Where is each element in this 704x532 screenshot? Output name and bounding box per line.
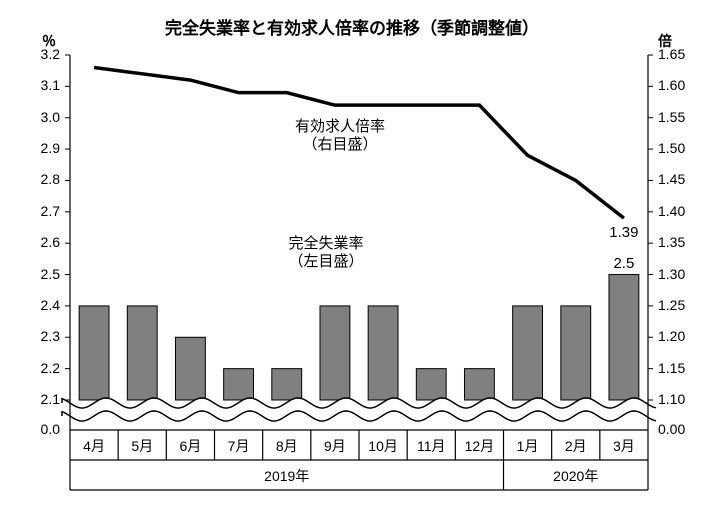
bar <box>368 306 398 400</box>
ytick-left-label: 3.1 <box>0 77 60 93</box>
bar <box>79 306 109 400</box>
ytick-left-label: 2.6 <box>0 234 60 250</box>
x-month-label: 2月 <box>552 436 600 456</box>
ytick-left-label: 3.0 <box>0 109 60 125</box>
bar <box>127 306 157 400</box>
ytick-right-label: 1.65 <box>658 46 685 62</box>
bar <box>609 275 639 400</box>
ytick-left-label: 2.3 <box>0 328 60 344</box>
ytick-left-zero: 0.0 <box>0 421 60 437</box>
last-bar-value: 2.5 <box>599 255 649 272</box>
x-month-label: 12月 <box>455 436 503 456</box>
ytick-right-label: 1.60 <box>658 77 685 93</box>
ytick-left-label: 3.2 <box>0 46 60 62</box>
bar <box>513 306 543 400</box>
ytick-left-label: 2.8 <box>0 171 60 187</box>
bar <box>175 337 205 400</box>
chart-root: 完全失業率と有効求人倍率の推移（季節調整値） ％倍3.23.13.02.92.8… <box>0 0 704 532</box>
ytick-right-label: 1.55 <box>658 109 685 125</box>
x-month-label: 3月 <box>600 436 648 456</box>
ytick-right-label: 1.35 <box>658 234 685 250</box>
x-month-label: 7月 <box>215 436 263 456</box>
ytick-left-label: 2.7 <box>0 203 60 219</box>
bar <box>224 369 254 400</box>
ytick-right-label: 1.40 <box>658 203 685 219</box>
x-month-label: 9月 <box>311 436 359 456</box>
ytick-right-label: 1.30 <box>658 266 685 282</box>
x-month-label: 1月 <box>504 436 552 456</box>
ytick-left-label: 2.2 <box>0 360 60 376</box>
ytick-right-label: 1.20 <box>658 328 685 344</box>
x-month-label: 10月 <box>359 436 407 456</box>
last-line-value: 1.39 <box>599 224 649 241</box>
ytick-left-label: 2.9 <box>0 140 60 156</box>
ytick-left-label: 2.5 <box>0 266 60 282</box>
x-month-label: 4月 <box>70 436 118 456</box>
x-month-label: 8月 <box>263 436 311 456</box>
ytick-right-zero: 0.00 <box>658 421 685 437</box>
x-year-label: 2019年 <box>70 466 504 486</box>
x-month-label: 5月 <box>118 436 166 456</box>
ytick-right-label: 1.10 <box>658 391 685 407</box>
ytick-left-label: 2.4 <box>0 297 60 313</box>
ytick-right-label: 1.50 <box>658 140 685 156</box>
bar <box>416 369 446 400</box>
x-month-label: 11月 <box>407 436 455 456</box>
bar-series-axis-note: （左目盛） <box>266 250 386 271</box>
bar <box>561 306 591 400</box>
ytick-left-label: 2.1 <box>0 391 60 407</box>
bar <box>320 306 350 400</box>
ytick-right-label: 1.15 <box>658 360 685 376</box>
ytick-right-label: 1.45 <box>658 171 685 187</box>
bar <box>464 369 494 400</box>
bar <box>272 369 302 400</box>
ytick-right-label: 1.25 <box>658 297 685 313</box>
x-year-label: 2020年 <box>504 466 649 486</box>
x-month-label: 6月 <box>166 436 214 456</box>
axis-break-fill <box>62 398 656 421</box>
line-series-axis-note: （右目盛） <box>280 133 400 154</box>
